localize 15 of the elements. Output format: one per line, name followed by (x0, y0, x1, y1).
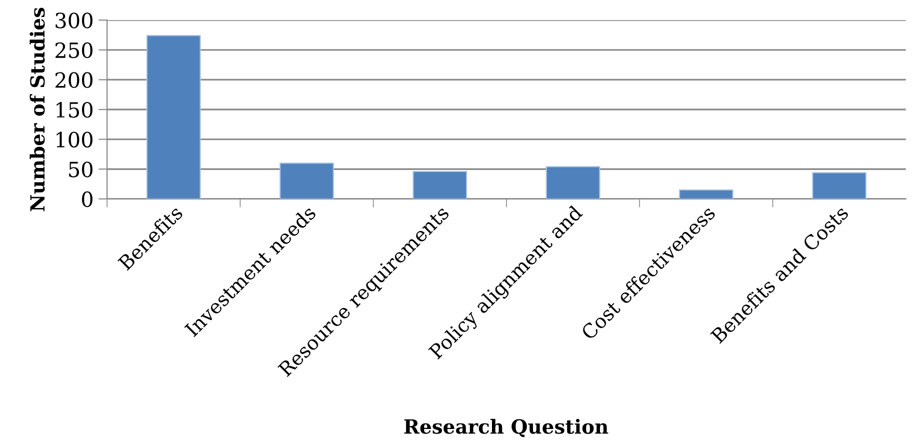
y-tick-label: 100 (56, 132, 92, 148)
y-tick-label: 300 (56, 12, 92, 28)
y-tick-label: 0 (82, 191, 92, 208)
y-tick-label: 50 (69, 162, 92, 178)
y-tick-label: 150 (56, 102, 92, 118)
bar (146, 35, 201, 199)
bar (812, 172, 866, 199)
y-tick-label: 200 (56, 72, 92, 88)
bar (678, 189, 734, 199)
y-axis-title: Number of Studies (30, 8, 45, 212)
bar (546, 166, 600, 199)
x-axis-title: Research Question (404, 418, 608, 438)
y-tick-label: 250 (56, 42, 92, 58)
bar (412, 170, 468, 199)
bar (280, 162, 334, 199)
